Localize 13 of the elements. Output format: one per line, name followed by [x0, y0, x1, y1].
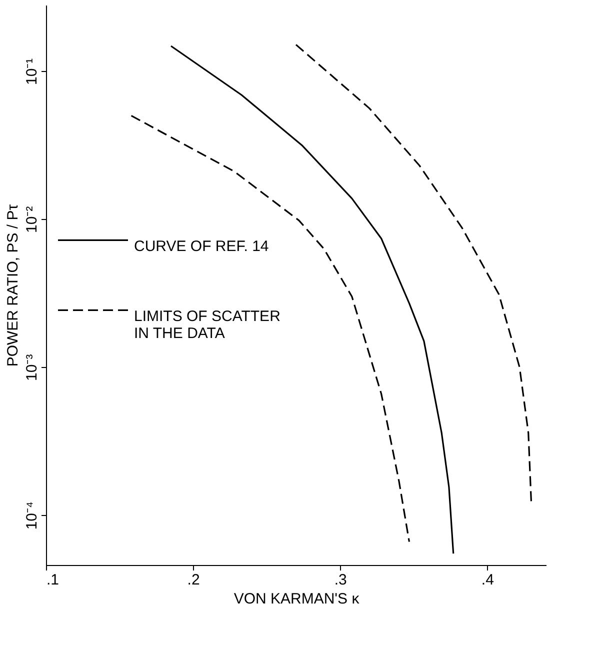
y-tick-label: 10⁻²: [24, 206, 40, 233]
x-axis-title: VON KARMAN'S κ: [234, 590, 360, 608]
x-tick-label: .1: [46, 572, 60, 588]
x-tick-label: .4: [481, 572, 494, 588]
y-tick-label: 10⁻¹: [24, 58, 40, 86]
legend-label: CURVE OF REF. 14: [134, 238, 269, 256]
y-axis-title: POWER RATIO, PS / Pτ: [4, 204, 22, 367]
x-tick-label: .2: [187, 572, 200, 588]
y-tick-label: 10⁻⁴: [24, 502, 40, 530]
legend-label: LIMITS OF SCATTER IN THE DATA: [134, 308, 281, 342]
line-series: [130, 114, 410, 543]
y-tick-label: 10⁻³: [24, 354, 40, 381]
x-tick-label: .3: [334, 572, 347, 588]
